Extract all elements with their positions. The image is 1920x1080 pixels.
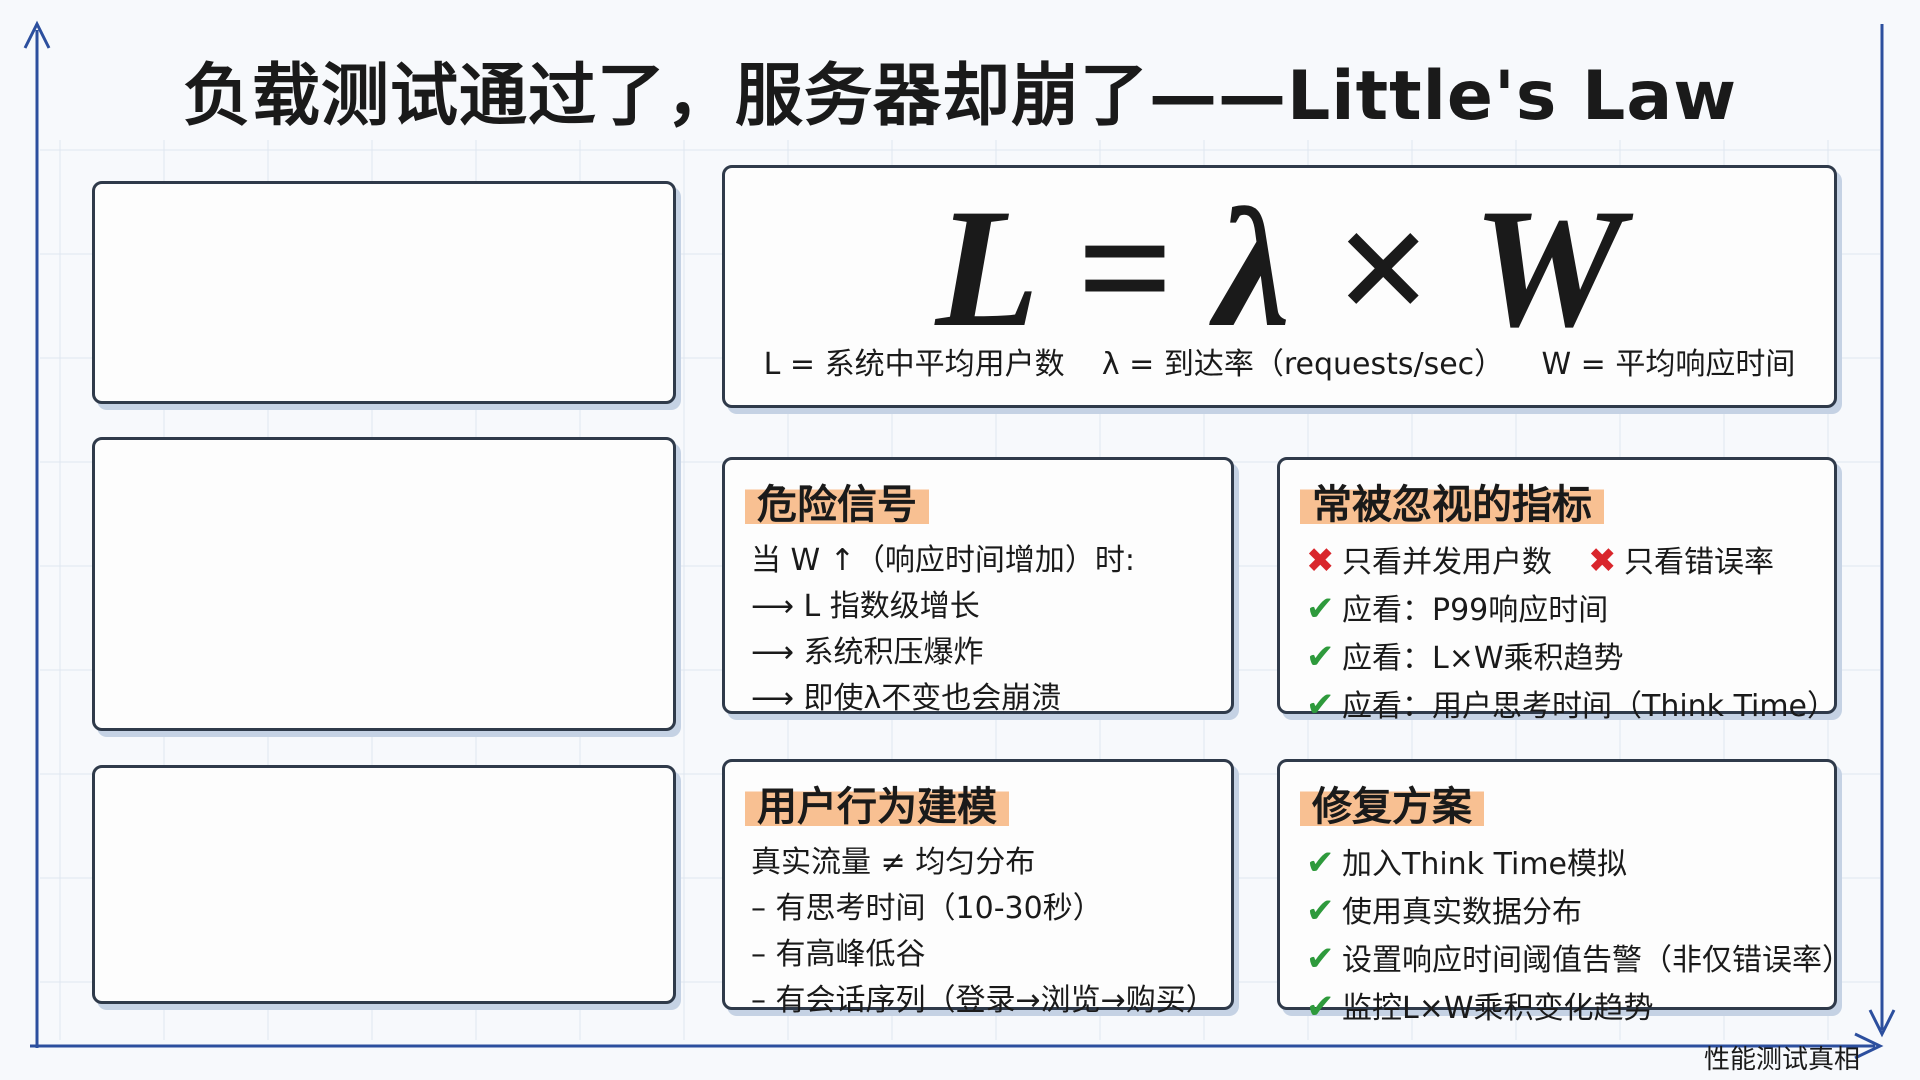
panel: 修复方案 ✔ 加入Think Time模拟 ✔ 使用真实数据分布 ✔ 设置响应时间阈值告警（… <box>1277 759 1852 1027</box>
cross-icon: ✖ <box>1306 541 1335 581</box>
list-item: ✖ 只看错误率 <box>1588 538 1774 586</box>
panel-list: ✔ 加入Think Time模拟 ✔ 使用真实数据分布 ✔ 设置响应时间阈值告警（非仅错误… <box>1306 840 1852 1032</box>
panel: 常被忽视的指标 ✖ 只看并发用户数 ✖ 只看错误率 ✔ 应看：P99响应时间 ✔ 应看：L×W乘… <box>1277 457 1837 725</box>
check-icon: ✔ <box>1306 589 1335 629</box>
list-item: ✔ 应看：L×W乘积趋势 <box>1306 634 1834 682</box>
list-item: 真实流量 ≠ 均匀分布 <box>751 840 1231 886</box>
list-item: ✔ 监控L×W乘积变化趋势 <box>1306 984 1834 1032</box>
gauge-panel <box>92 765 676 1004</box>
formula-panel: L = λ × W L = 系统中平均用户数 λ = 到达率（requests/… <box>722 165 1837 408</box>
check-icon: ✔ <box>1306 637 1335 677</box>
definitions: L = 系统中平均用户数 λ = 到达率（requests/sec） W = 平… <box>745 339 1814 383</box>
list-item: ✔ 使用真实数据分布 <box>1306 888 1834 936</box>
check-icon: ✔ <box>1306 939 1335 979</box>
panel-list: 真实流量 ≠ 均匀分布 – 有思考时间（10-30秒） – 有高峰低谷 – 有会话序列… <box>751 840 1231 1024</box>
list-item: – 有高峰低谷 <box>751 932 1231 978</box>
list-item: ✔ 应看：P99响应时间 <box>1306 586 1834 634</box>
list-item: 当 W ↑（响应时间增加）时: <box>751 538 1231 584</box>
title: 负载测试通过了，服务器却崩了——Little's Law <box>182 57 1738 136</box>
arrow <box>1868 1009 1896 1038</box>
item-text: – 有高峰低谷 <box>751 937 926 972</box>
item-text: 当 W ↑（响应时间增加）时: <box>751 543 1135 578</box>
item-text: 使用真实数据分布 <box>1342 895 1582 930</box>
list-item: ✔ 加入Think Time模拟 <box>1306 840 1834 888</box>
item-text: 真实流量 ≠ 均匀分布 <box>751 845 1036 880</box>
item-text: 应看：L×W乘积趋势 <box>1342 641 1624 676</box>
cross-icon: ✖ <box>1588 541 1617 581</box>
item-text: ⟶ 即使λ不变也会崩溃 <box>751 681 1062 716</box>
list-item: ⟶ 即使λ不变也会崩溃 <box>751 676 1231 722</box>
check-icon: ✔ <box>1306 987 1335 1027</box>
arrow <box>1854 1032 1884 1060</box>
definition: W = 平均响应时间 <box>1541 347 1796 382</box>
item-text: ⟶ 系统积压爆炸 <box>751 635 984 670</box>
panel-list: ✖ 只看并发用户数 ✖ 只看错误率 ✔ 应看：P99响应时间 ✔ 应看：L×W乘积趋势 ✔ 应看：… <box>1306 538 1838 730</box>
check-icon: ✔ <box>1306 843 1335 883</box>
panel: 用户行为建模真实流量 ≠ 均匀分布 – 有思考时间（10-30秒） – 有高峰低谷 –… <box>722 759 1234 1018</box>
item-text: 只看错误率 <box>1624 545 1774 580</box>
gauge-panel <box>92 181 676 404</box>
list-item: ⟶ 系统积压爆炸 <box>751 630 1231 676</box>
item-text: – 有会话序列（登录→浏览→购买） <box>751 983 1216 1018</box>
list-item: ⟶ L 指数级增长 <box>751 584 1231 630</box>
panel-heading: 危险信号 <box>745 472 929 530</box>
panel-heading: 修复方案 <box>1300 774 1484 832</box>
check-icon: ✔ <box>1306 685 1335 725</box>
list-item: ✖ 只看并发用户数 <box>1306 538 1552 586</box>
definition: L = 系统中平均用户数 <box>763 347 1065 382</box>
item-text: – 有思考时间（10-30秒） <box>751 891 1103 926</box>
item-text: ⟶ L 指数级增长 <box>751 589 980 624</box>
sketch-chart-panel <box>92 437 676 731</box>
list-item: – 有会话序列（登录→浏览→购买） <box>751 978 1231 1024</box>
list-item: – 有思考时间（10-30秒） <box>751 886 1231 932</box>
list-item: ✔ 设置响应时间阈值告警（非仅错误率） <box>1306 936 1852 984</box>
footer: 性能测试真相 <box>1703 1045 1860 1075</box>
arrow <box>23 20 51 49</box>
panel-heading: 常被忽视的指标 <box>1300 472 1604 530</box>
item-text: 加入Think Time模拟 <box>1342 847 1628 882</box>
list-item: ✔ 应看：用户思考时间（Think Time） <box>1306 682 1838 730</box>
item-text: 监控L×W乘积变化趋势 <box>1342 991 1654 1026</box>
item-text: 只看并发用户数 <box>1342 545 1552 580</box>
item-text: 应看：P99响应时间 <box>1342 593 1609 628</box>
item-text: 设置响应时间阈值告警（非仅错误率） <box>1342 943 1852 978</box>
check-icon: ✔ <box>1306 891 1335 931</box>
definition: λ = 到达率（requests/sec） <box>1101 347 1505 382</box>
panel-heading: 用户行为建模 <box>745 774 1009 832</box>
item-text: 应看：用户思考时间（Think Time） <box>1342 689 1838 724</box>
panel-list: 当 W ↑（响应时间增加）时: ⟶ L 指数级增长 ⟶ 系统积压爆炸 ⟶ 即使λ不变也… <box>751 538 1231 722</box>
formula: L = λ × W <box>935 174 1624 362</box>
panel: 危险信号当 W ↑（响应时间增加）时: ⟶ L 指数级增长 ⟶ 系统积压爆炸 ⟶ 即使… <box>722 457 1234 716</box>
